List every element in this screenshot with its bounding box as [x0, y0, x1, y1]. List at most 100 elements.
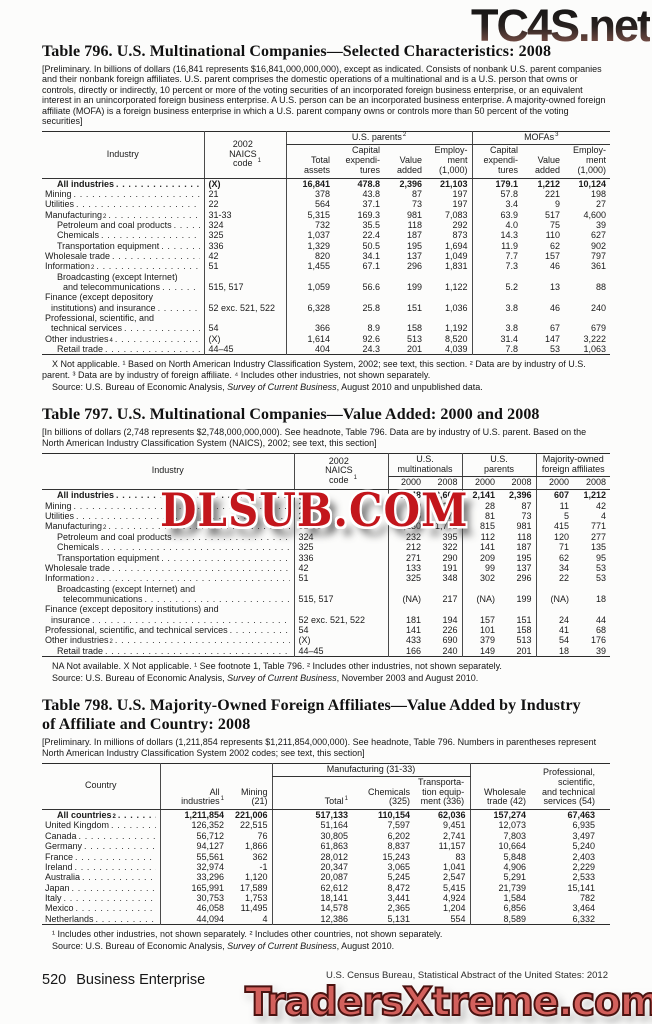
value-cell: 4,924 [443, 892, 466, 903]
value-cell: 20,347 [271, 861, 352, 873]
value-cell: 1,694 [444, 240, 468, 251]
value-cell: 517 [544, 209, 560, 220]
value-cell: 87 [411, 188, 422, 199]
value-cell: 1,122 [444, 282, 468, 293]
value-cell: 7,803 [469, 830, 531, 842]
naics-cell: 22 [203, 199, 286, 210]
value-cell: 4 [600, 511, 606, 522]
table-798-footnote: ¹ Includes other industries, not shown s… [52, 928, 443, 939]
value-cell: 157 [544, 251, 560, 262]
value-cell: (NA) [387, 583, 425, 605]
value-cell: 212 [387, 542, 425, 553]
dot-leader [111, 820, 155, 830]
naics-cell: 54 [203, 313, 286, 334]
table-row: Finance (except depository institutions)… [42, 604, 610, 625]
value-cell: 197 [452, 199, 468, 210]
year-header: 2000 [535, 476, 573, 491]
dot-leader [116, 179, 199, 189]
value-cell: 56.6 [362, 282, 380, 293]
table-798-section: Table 798. U.S. Majority-Owned Foreign A… [42, 696, 611, 951]
dot-leader [174, 220, 200, 230]
value-cell: 1,036 [444, 302, 468, 313]
value-cell: 169.3 [357, 209, 380, 220]
value-cell: 5,415 [443, 882, 466, 893]
dot-leader [76, 199, 199, 209]
dot-leader [82, 872, 155, 882]
industry-cell: Broadcasting (except Internet) and teleco… [42, 584, 294, 605]
value-cell: 194 [442, 614, 458, 625]
value-cell: 126,352 [159, 820, 228, 831]
year-header: 2008 [573, 476, 610, 491]
value-cell: 25.8 [362, 302, 380, 313]
dot-leader [76, 903, 156, 913]
value-cell: 44,094 [159, 913, 228, 925]
value-cell: 2,741 [443, 830, 466, 841]
value-cell: 1,192 [444, 323, 468, 334]
wholesale-trade-header: Wholesale trade (42) [469, 763, 531, 811]
value-cell: 1,753 [244, 892, 268, 903]
value-cell: 7.7 [471, 251, 522, 262]
table-796: Industry 2002 NAICS code 1 U.S. parents2 … [42, 131, 610, 356]
value-cell: 18 [595, 593, 606, 604]
value-cell: 3,065 [387, 861, 410, 872]
industry-cell: Professional, scientific, and technical … [42, 625, 294, 635]
industry-cell: Utilities [42, 199, 204, 209]
mofa-employment-header: Employ- ment (1,000) [564, 144, 610, 179]
dot-leader [158, 303, 200, 313]
table-797: Industry 2002 NAICS code 1 U.S. multinati… [42, 453, 610, 657]
value-cell: 554 [450, 913, 466, 924]
capital-expenditures-header: Capital expendi- tures [334, 144, 384, 179]
value-cell: 14,578 [271, 903, 352, 914]
industry-cell: Wholesale trade [42, 563, 294, 573]
value-cell: 166 [387, 645, 425, 657]
value-cell: 42 [595, 500, 606, 511]
value-cell: 31.4 [471, 333, 522, 345]
value-cell: 14.3 [471, 230, 522, 241]
naics-cell: 336 [293, 552, 388, 563]
value-cell: 362 [252, 851, 268, 862]
dot-leader [230, 625, 290, 635]
industry-cell: Transportation equipment [42, 553, 294, 563]
value-cell: 73 [411, 199, 422, 210]
value-cell: 4,906 [469, 861, 531, 873]
value-cell: 33,296 [159, 872, 228, 883]
industry-cell: Utilities [42, 511, 294, 521]
value-cell: 18,141 [271, 892, 352, 904]
mofas-group-header: MOFAs3 [471, 131, 610, 146]
value-cell: 902 [590, 240, 606, 251]
industry-cell: Manufacturing 2 [42, 521, 294, 531]
value-cell: 187 [516, 542, 532, 553]
dot-leader [72, 883, 156, 893]
value-cell: 3.8 [471, 292, 522, 314]
country-cell: Italy [42, 893, 160, 903]
country-cell: Mexico [42, 903, 160, 913]
value-cell: 73 [521, 511, 532, 522]
industry-cell: Other industries 4 [42, 334, 204, 344]
value-cell: 4.0 [471, 220, 522, 231]
dot-leader [75, 862, 156, 872]
value-cell: 1,212 [583, 490, 606, 501]
value-cell: 3,464 [572, 903, 596, 914]
value-cell: 22.4 [362, 230, 380, 241]
value-cell: 86 [387, 511, 425, 522]
industry-cell: Chemicals [42, 542, 294, 552]
value-cell: 11.9 [471, 240, 522, 252]
value-cell: 12,073 [469, 820, 531, 831]
naics-cell: 515, 517 [293, 583, 388, 605]
value-cell: 179.1 [471, 178, 522, 189]
value-cell: 11,157 [438, 841, 466, 852]
value-cell: 28,012 [271, 851, 352, 862]
value-cell: 2,396 [508, 490, 532, 501]
value-cell: 379 [461, 635, 499, 646]
value-cell: 277 [590, 531, 606, 542]
value-cell: 181 [387, 604, 425, 625]
value-cell: 62,612 [271, 882, 352, 893]
value-cell: 240 [442, 645, 458, 656]
value-cell: 157,274 [469, 809, 531, 821]
